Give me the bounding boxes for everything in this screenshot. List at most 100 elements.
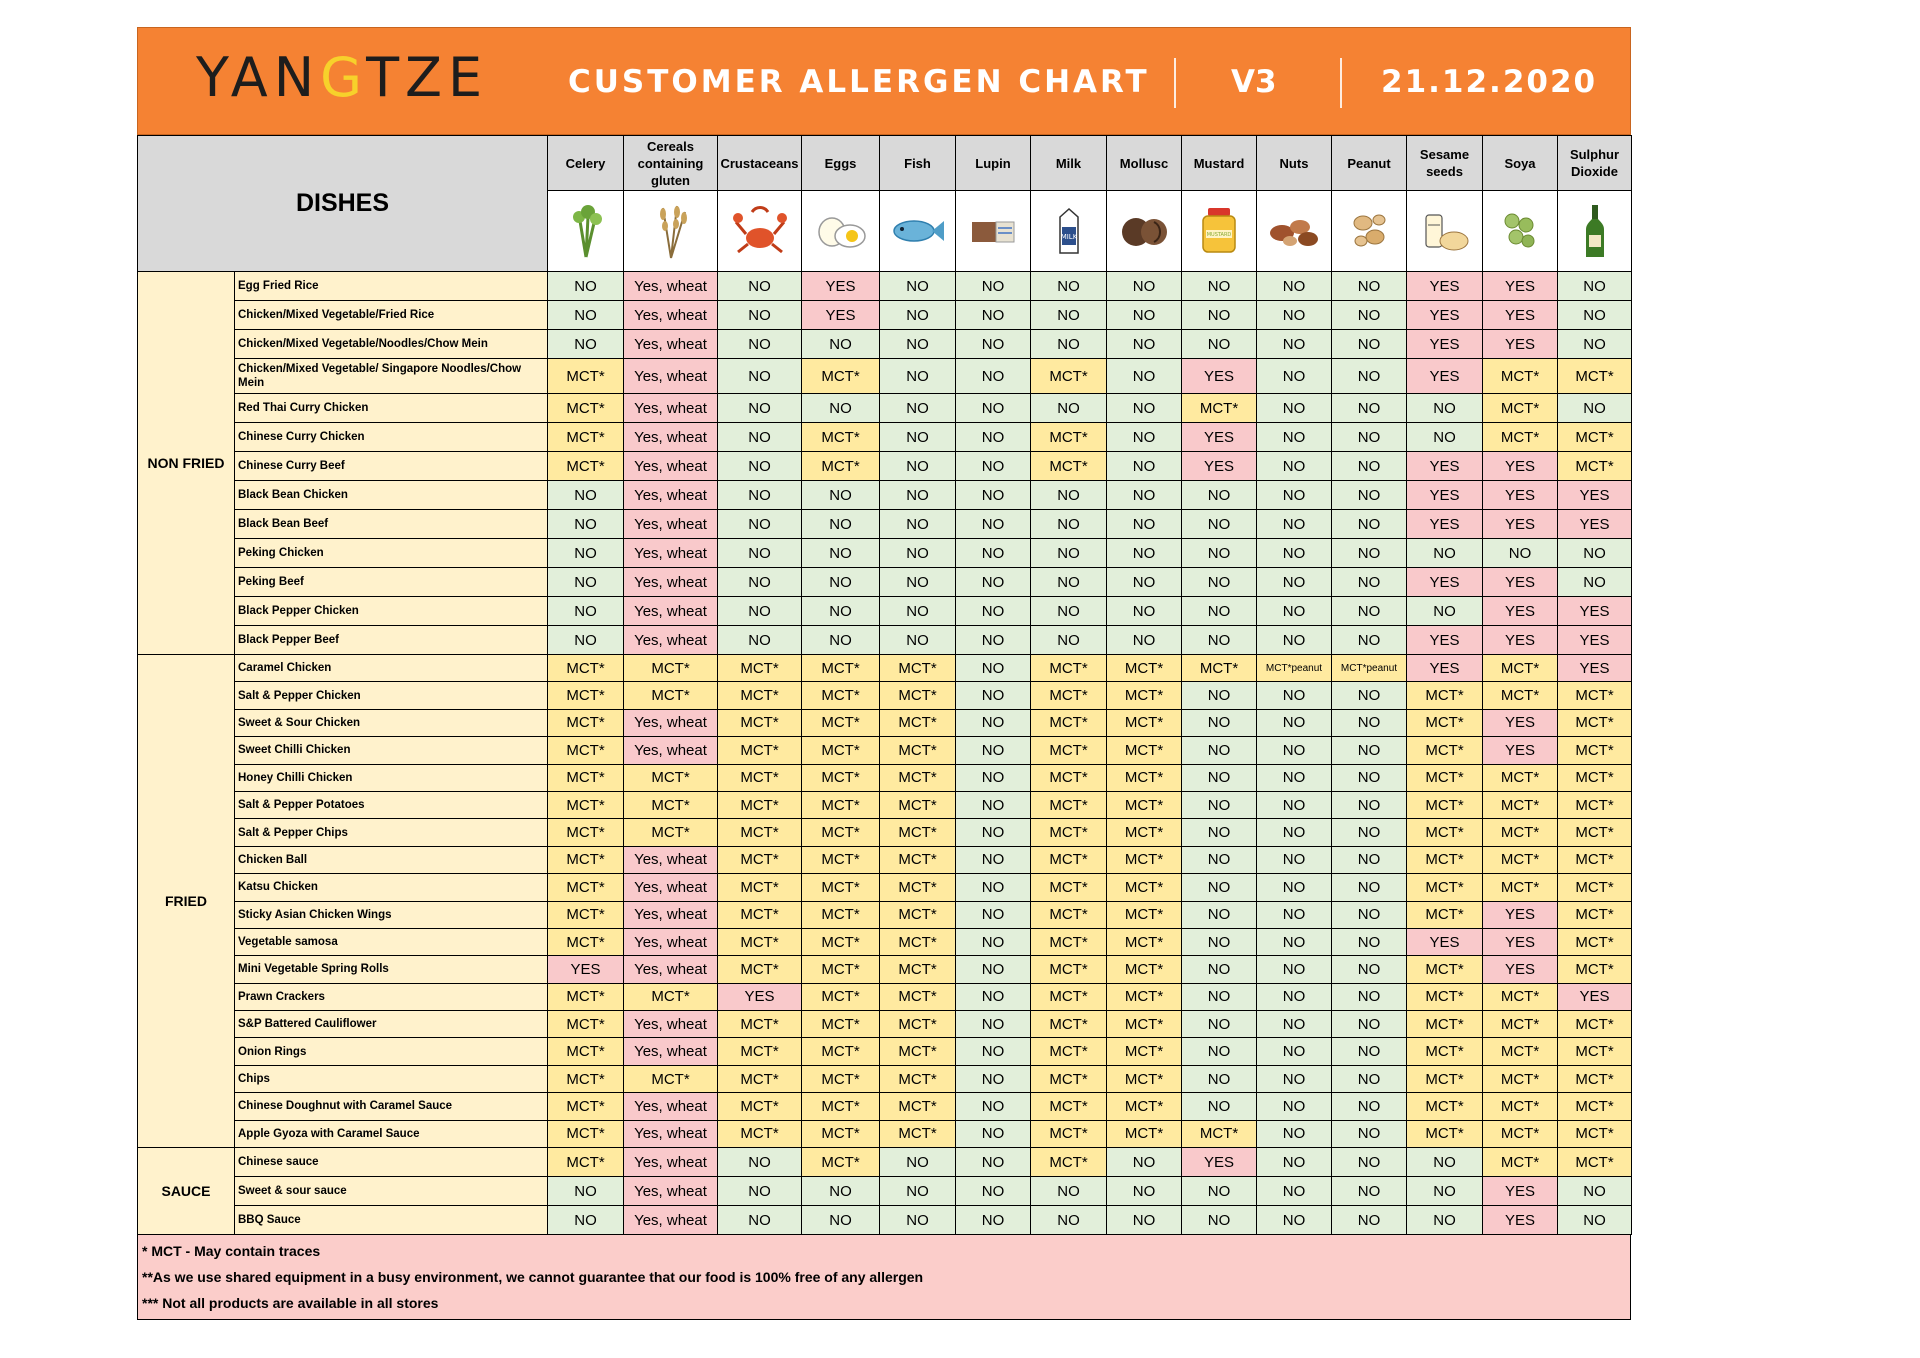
allergen-value-cell: NO: [1181, 329, 1257, 359]
allergen-value-cell: YES: [1557, 596, 1632, 626]
allergen-value-cell: MCT*peanut: [1331, 653, 1407, 683]
allergen-value-cell: NO: [955, 480, 1031, 510]
allergen-value-cell: NO: [955, 509, 1031, 539]
allergen-value-cell: NO: [955, 818, 1031, 847]
allergen-value-cell: NO: [879, 358, 956, 394]
allergen-value-cell: NO: [717, 596, 802, 626]
allergen-value-cell: MCT*: [1030, 955, 1107, 984]
allergen-value-cell: Yes, wheat: [623, 509, 718, 539]
allergen-value-cell: MCT*: [1557, 358, 1632, 394]
allergen-value-cell: NO: [1181, 818, 1257, 847]
allergen-value-cell: NO: [1256, 845, 1332, 875]
dish-name: Sweet & sour sauce: [234, 1176, 548, 1207]
allergen-value-cell: NO: [879, 300, 956, 330]
allergen-value-cell: YES: [1557, 509, 1632, 539]
svg-text:MILK: MILK: [1060, 233, 1077, 241]
allergen-value-cell: MCT*: [547, 681, 624, 710]
allergen-value-cell: NO: [1256, 451, 1332, 481]
allergen-header: Soya: [1482, 135, 1558, 191]
allergen-value-cell: NO: [547, 625, 624, 655]
allergen-value-cell: NO: [879, 1147, 956, 1178]
allergen-value-cell: Yes, wheat: [623, 567, 718, 597]
allergen-value-cell: MCT*: [801, 1037, 880, 1066]
allergen-value-cell: MCT*: [801, 900, 880, 929]
allergen-value-cell: YES: [1482, 329, 1558, 359]
allergen-value-cell: MCT*: [1557, 955, 1632, 984]
allergen-value-cell: NO: [1331, 1147, 1407, 1178]
allergen-value-cell: MCT*: [801, 1064, 880, 1094]
allergen-value-cell: MCT*: [1106, 790, 1182, 820]
allergen-value-cell: MCT*: [879, 1064, 956, 1094]
allergen-value-cell: NO: [1030, 329, 1107, 359]
allergen-value-cell: MCT*: [801, 818, 880, 847]
allergen-value-cell: YES: [1482, 596, 1558, 626]
allergen-value-cell: NO: [879, 509, 956, 539]
allergen-value-cell: NO: [717, 625, 802, 655]
allergen-value-cell: YES: [1482, 1205, 1558, 1236]
allergen-value-cell: NO: [1106, 509, 1182, 539]
allergen-value-cell: MCT*: [1030, 736, 1107, 765]
allergen-value-cell: NO: [1181, 509, 1257, 539]
allergen-icon-cell: MUSTARD: [1181, 190, 1257, 272]
dish-name: Mini Vegetable Spring Rolls: [234, 955, 548, 984]
allergen-value-cell: YES: [1557, 982, 1632, 1012]
allergen-value-cell: NO: [547, 1176, 624, 1207]
allergen-value-cell: YES: [1482, 1176, 1558, 1207]
allergen-value-cell: NO: [1256, 300, 1332, 330]
allergen-value-cell: NO: [955, 1205, 1031, 1236]
table-row: S&P Battered Cauliflower MCT* Yes, wheat MC…: [138, 1010, 1632, 1039]
allergen-value-cell: NO: [879, 596, 956, 626]
allergen-value-cell: MCT*: [547, 927, 624, 957]
allergen-value-cell: MCT*: [717, 790, 802, 820]
allergen-value-cell: NO: [1181, 955, 1257, 984]
table-row: Chicken Ball MCT* Yes, wheat MCT* MCT* MCT* NO…: [138, 845, 1632, 875]
allergen-value-cell: YES: [1557, 653, 1632, 683]
table-row: Sweet & sour sauce NO Yes, wheat NO NO NO NO NO…: [138, 1176, 1632, 1207]
allergen-value-cell: MCT*: [1557, 1064, 1632, 1094]
allergen-value-cell: NO: [1106, 451, 1182, 481]
allergen-table: DISHES Celery Cereals containing gluten Cr…: [137, 135, 1632, 1236]
table-row: FRIED Caramel Chicken MCT* MCT* MCT* MCT* MCT*…: [137, 653, 1632, 1149]
allergen-value-cell: NO: [1256, 1092, 1332, 1121]
allergen-value-cell: MCT*: [1406, 1064, 1483, 1094]
allergen-value-cell: MCT*: [547, 736, 624, 765]
allergen-header: Lupin: [955, 135, 1031, 191]
allergen-value-cell: NO: [1406, 393, 1483, 423]
allergen-value-cell: NO: [1331, 681, 1407, 710]
allergen-header: Crustaceans: [717, 135, 802, 191]
dish-name: Peking Chicken: [234, 538, 548, 568]
dish-name: Honey Chilli Chicken: [234, 763, 548, 792]
allergen-value-cell: NO: [717, 1147, 802, 1178]
dish-name: Salt & Pepper Chips: [234, 818, 548, 847]
allergen-value-cell: MCT*: [1030, 708, 1107, 738]
allergen-value-cell: NO: [1181, 790, 1257, 820]
allergen-value-cell: NO: [955, 1147, 1031, 1178]
allergen-value-cell: NO: [1030, 300, 1107, 330]
allergen-value-cell: NO: [1106, 567, 1182, 597]
allergen-value-cell: MCT*: [1406, 736, 1483, 765]
allergen-value-cell: NO: [879, 567, 956, 597]
allergen-value-cell: NO: [1181, 1176, 1257, 1207]
allergen-value-cell: MCT*: [801, 422, 880, 452]
allergen-value-cell: MCT*: [547, 790, 624, 820]
allergen-value-cell: MCT*: [1482, 393, 1558, 423]
mustard-icon: MUSTARD: [1182, 206, 1256, 256]
allergen-value-cell: MCT*: [1406, 681, 1483, 710]
table-row: SAUCE Chinese sauce MCT* Yes, wheat NO MCT* NO…: [137, 1147, 1632, 1236]
allergen-value-cell: MCT*: [623, 763, 718, 792]
allergen-value-cell: MCT*: [1482, 1010, 1558, 1039]
allergen-value-cell: MCT*: [1030, 358, 1107, 394]
allergen-value-cell: NO: [1331, 596, 1407, 626]
allergen-value-cell: MCT*: [1030, 790, 1107, 820]
dish-name: Chinese Curry Chicken: [234, 422, 548, 452]
allergen-value-cell: MCT*: [547, 1147, 624, 1178]
allergen-value-cell: NO: [955, 1092, 1031, 1121]
allergen-value-cell: NO: [1331, 845, 1407, 875]
allergen-value-cell: YES: [1181, 451, 1257, 481]
allergen-value-cell: MCT*: [879, 955, 956, 984]
allergen-value-cell: MCT*: [879, 681, 956, 710]
allergen-value-cell: MCT*: [1030, 451, 1107, 481]
allergen-value-cell: NO: [1181, 873, 1257, 902]
allergen-value-cell: MCT*: [1030, 873, 1107, 902]
allergen-value-cell: NO: [1331, 1010, 1407, 1039]
